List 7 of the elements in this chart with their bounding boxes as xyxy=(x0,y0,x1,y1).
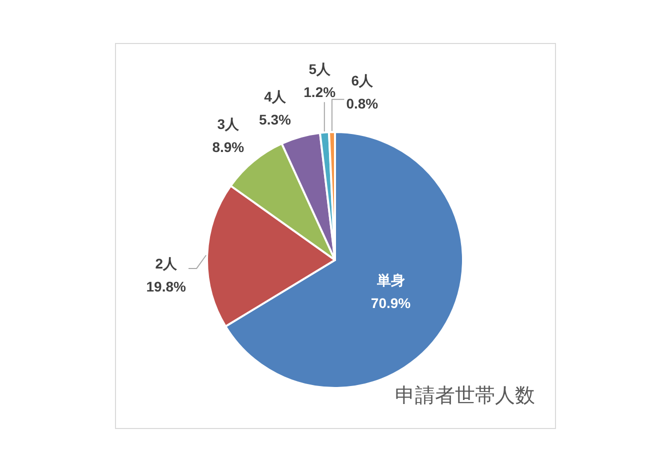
slice-label: 6人 xyxy=(351,72,374,89)
slice-label: 5人 xyxy=(308,61,332,78)
data-label: 0.8% xyxy=(346,96,379,112)
title: 申請者世帯人数 xyxy=(395,385,535,407)
data-label: 1.2% xyxy=(304,84,336,100)
slice-label: 2人 xyxy=(155,256,178,272)
data-label: 19.8% xyxy=(146,278,187,295)
